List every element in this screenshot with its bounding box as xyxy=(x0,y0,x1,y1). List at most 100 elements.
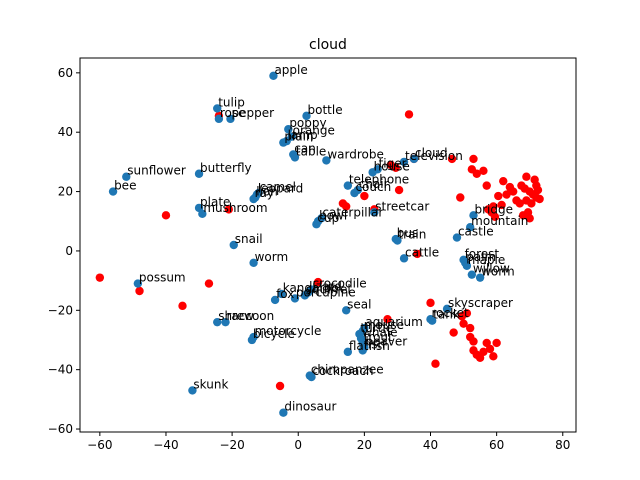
point-label: trout xyxy=(364,330,393,344)
unlabeled-point xyxy=(161,211,171,220)
data-point xyxy=(343,181,353,190)
x-tick-label: −60 xyxy=(87,438,112,452)
point-label: bicycle xyxy=(253,327,295,341)
point-label: willow xyxy=(473,262,510,276)
unlabeled-point xyxy=(489,352,498,361)
point-label: lamp xyxy=(288,128,318,142)
unlabeled-point xyxy=(489,202,498,211)
data-point xyxy=(229,240,238,250)
data-point xyxy=(370,208,379,217)
data-point xyxy=(249,194,258,204)
point-label: aquarium xyxy=(365,315,423,329)
point-label: rose xyxy=(220,106,246,120)
point-label: lion xyxy=(256,185,278,199)
data-point xyxy=(198,209,207,219)
x-tick-label: 80 xyxy=(555,438,570,452)
point-label: tiger xyxy=(379,156,407,170)
unlabeled-point xyxy=(522,196,531,205)
data-point xyxy=(322,156,331,165)
point-label: sunflower xyxy=(127,164,186,178)
point-label: can xyxy=(294,141,316,155)
point-label: worm xyxy=(481,265,515,279)
point-label: apple xyxy=(274,63,307,77)
point-label: porcupine xyxy=(296,285,356,299)
data-point xyxy=(122,172,131,181)
point-label: skunk xyxy=(193,377,228,391)
point-label: raccoon xyxy=(226,309,274,323)
unlabeled-point xyxy=(360,191,369,201)
unlabeled-point xyxy=(494,191,503,201)
data-point xyxy=(393,236,402,245)
point-label: shrew xyxy=(218,309,254,323)
point-label: worm xyxy=(255,250,289,264)
unlabeled-point xyxy=(456,193,465,202)
unlabeled-point xyxy=(135,286,144,296)
data-point xyxy=(133,279,143,288)
y-tick-label: 20 xyxy=(58,185,73,199)
data-point xyxy=(427,316,437,325)
unlabeled-point xyxy=(479,347,488,357)
data-point xyxy=(312,220,321,229)
data-point xyxy=(279,408,288,417)
chart-title: cloud xyxy=(309,37,347,53)
data-point xyxy=(462,261,472,270)
unlabeled-point xyxy=(391,163,400,173)
unlabeled-point xyxy=(313,277,323,287)
point-label: snail xyxy=(235,232,263,246)
point-label: leopard xyxy=(258,182,303,196)
point-label: dinosaur xyxy=(284,400,336,414)
data-point xyxy=(249,258,258,268)
point-label: television xyxy=(405,149,463,163)
data-point xyxy=(284,125,293,134)
data-point xyxy=(269,71,278,81)
unlabeled-point xyxy=(469,154,478,164)
y-tick-label: 40 xyxy=(58,125,73,139)
point-label: camel xyxy=(260,180,296,194)
point-label: chimpanzee xyxy=(311,363,384,377)
point-label: caterpillar xyxy=(322,205,383,219)
point-label: train xyxy=(398,228,426,242)
data-point xyxy=(277,289,286,299)
data-point xyxy=(469,211,478,220)
unlabeled-point xyxy=(469,337,478,346)
data-point xyxy=(399,254,409,263)
data-point xyxy=(221,317,230,327)
point-label: chair xyxy=(359,177,389,191)
x-tick-label: −40 xyxy=(153,438,178,452)
point-label: possum xyxy=(139,271,186,285)
point-label: orange xyxy=(293,124,335,138)
data-point xyxy=(452,233,462,242)
data-point xyxy=(270,295,280,305)
point-label: bee xyxy=(114,179,136,193)
point-label: whale xyxy=(362,326,398,340)
point-label: butterfly xyxy=(200,161,252,175)
x-tick-label: 0 xyxy=(294,438,302,452)
unlabeled-point xyxy=(449,328,458,337)
unlabeled-point xyxy=(413,249,422,259)
point-label: palm xyxy=(466,250,496,264)
y-tick-label: −60 xyxy=(48,422,73,436)
point-label: flatfish xyxy=(349,339,390,353)
unlabeled-point xyxy=(459,319,468,328)
point-label: beaver xyxy=(365,334,407,348)
x-tick-label: 20 xyxy=(357,438,372,452)
data-point xyxy=(475,273,485,282)
point-label: crocodile xyxy=(312,277,366,291)
point-label: wardrobe xyxy=(327,147,384,161)
unlabeled-point xyxy=(502,190,511,199)
x-tick-label: −20 xyxy=(219,438,244,452)
data-point xyxy=(465,222,475,232)
point-label: bottle xyxy=(308,103,343,117)
point-label: pepper xyxy=(231,106,274,120)
point-label: maple xyxy=(468,253,505,267)
point-label: plain xyxy=(284,130,313,144)
point-label: bowl xyxy=(319,208,347,222)
data-point xyxy=(368,168,377,177)
point-label: house xyxy=(374,159,410,173)
unlabeled-point xyxy=(95,273,105,282)
unlabeled-point xyxy=(508,187,518,196)
data-point xyxy=(213,104,222,113)
point-label: mushroom xyxy=(203,201,267,215)
